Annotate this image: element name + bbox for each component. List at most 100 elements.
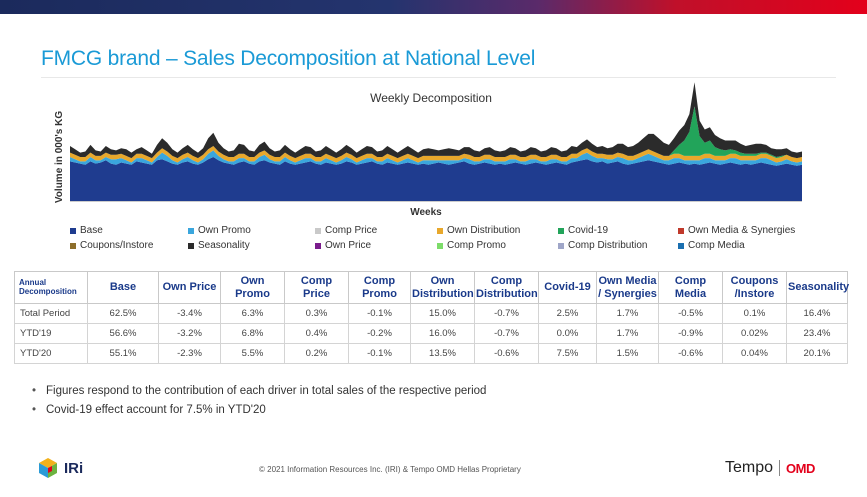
- legend-item: Seasonality: [188, 240, 250, 251]
- header-own-media-synergies: Own Media / Synergies: [596, 271, 659, 304]
- table-cell: -0.2%: [348, 323, 411, 344]
- legend-item: Base: [70, 225, 103, 236]
- legend-item: Comp Media: [678, 240, 745, 251]
- legend-label: Comp Price: [325, 225, 378, 236]
- legend-label: Own Promo: [198, 225, 251, 236]
- omd-logo-text: OMD: [786, 460, 815, 476]
- legend-label: Coupons/Instore: [80, 240, 154, 251]
- legend-label: Own Media & Synergies: [688, 225, 796, 236]
- footer-copyright: © 2021 Information Resources Inc. (IRI) …: [259, 465, 521, 474]
- legend-label: Seasonality: [198, 240, 250, 251]
- legend-swatch: [315, 227, 321, 234]
- table-cell: 1.7%: [596, 323, 659, 344]
- legend-item: Own Media & Synergies: [678, 225, 795, 236]
- legend-swatch: [678, 242, 684, 249]
- table-cell: 0.3%: [284, 303, 349, 324]
- legend-label: Base: [80, 225, 103, 236]
- title-divider: [41, 77, 836, 78]
- own-promo-area: [70, 150, 802, 166]
- table-cell: -0.1%: [348, 343, 411, 364]
- table-cell: 0.0%: [538, 323, 597, 344]
- base-area: [70, 157, 802, 201]
- table-cell: 13.5%: [410, 343, 475, 364]
- table-header-row: Annual Decomposition Base Own Price Own …: [14, 271, 849, 304]
- header-covid-19: Covid-19: [538, 271, 597, 304]
- legend-swatch: [437, 227, 443, 234]
- table-cell: -0.1%: [348, 303, 411, 324]
- table-cell: 0.2%: [284, 343, 349, 364]
- table-cell: 0.1%: [722, 303, 787, 324]
- legend-item: Comp Price: [315, 225, 377, 236]
- table-cell: -0.7%: [474, 323, 539, 344]
- logo-separator: [779, 460, 781, 476]
- table-cell: 56.6%: [87, 323, 159, 344]
- tempo-omd-logo: Tempo OMD: [725, 457, 830, 479]
- legend-item: Own Promo: [188, 225, 251, 236]
- table-cell: -0.5%: [658, 303, 723, 324]
- iri-cube-icon: [39, 458, 57, 478]
- header-annual-decomposition: Annual Decomposition: [14, 271, 88, 304]
- table-cell: 2.5%: [538, 303, 597, 324]
- legend-swatch: [558, 242, 564, 249]
- legend-label: Own Price: [325, 240, 372, 251]
- legend-swatch: [188, 242, 194, 249]
- header-seasonality: Seasonality: [786, 271, 849, 304]
- covid-area: [70, 106, 802, 159]
- header-comp-media: Comp Media: [658, 271, 723, 304]
- own-distribution-area: [70, 146, 802, 163]
- legend-label: Comp Media: [688, 240, 745, 251]
- table-cell: 1.5%: [596, 343, 659, 364]
- top-brand-bar: [0, 0, 867, 14]
- table-cell: -3.2%: [158, 323, 221, 344]
- tempo-logo-text: Tempo: [725, 459, 774, 476]
- table-cell: 6.8%: [220, 323, 285, 344]
- header-comp-distribution: Comp Distribution: [474, 271, 539, 304]
- header-base: Base: [87, 271, 159, 304]
- chart-title: Weekly Decomposition: [370, 91, 492, 105]
- table-cell: -0.6%: [658, 343, 723, 364]
- legend-item: Comp Promo: [437, 240, 506, 251]
- legend-label: Own Distribution: [447, 225, 521, 236]
- legend-swatch: [315, 242, 321, 249]
- table-cell: 6.3%: [220, 303, 285, 324]
- legend-label: Comp Promo: [447, 240, 506, 251]
- annual-decomposition-table: Annual Decomposition Base Own Price Own …: [14, 271, 849, 364]
- legend-item: Coupons/Instore: [70, 240, 153, 251]
- legend-swatch: [70, 227, 76, 234]
- table-cell: 23.4%: [786, 323, 848, 344]
- legend-label: Covid-19: [568, 225, 609, 236]
- legend-item: Comp Distribution: [558, 240, 647, 251]
- table-cell: -0.7%: [474, 303, 539, 324]
- legend-label: Comp Distribution: [568, 240, 648, 251]
- slide-title: FMCG brand – Sales Decomposition at Nati…: [41, 47, 536, 70]
- notes-list: Figures respond to the contribution of e…: [32, 385, 486, 423]
- table-cell: 55.1%: [87, 343, 159, 364]
- row-label: YTD'20: [14, 343, 88, 364]
- table-cell: -0.9%: [658, 323, 723, 344]
- header-own-distribution: Own Distribution: [410, 271, 475, 304]
- note-bullet: Covid-19 effect account for 7.5% in YTD'…: [32, 404, 486, 416]
- header-comp-promo: Comp Promo: [348, 271, 411, 304]
- table-cell: 7.5%: [538, 343, 597, 364]
- table-row: YTD'19 56.6% -3.2% 6.8% 0.4% -0.2% 16.0% -0.7% 0…: [14, 323, 848, 344]
- table-cell: 5.5%: [220, 343, 285, 364]
- legend-swatch: [558, 227, 564, 234]
- table-row: Total Period 62.5% -3.4% 6.3% 0.3% -0.1% 15.0%…: [14, 303, 848, 324]
- legend-swatch: [437, 242, 443, 249]
- table-cell: -0.6%: [474, 343, 539, 364]
- table-cell: 16.4%: [786, 303, 848, 324]
- table-cell: 16.0%: [410, 323, 475, 344]
- table-cell: 0.4%: [284, 323, 349, 344]
- y-axis-label: Volume in 000's KG: [54, 111, 65, 203]
- stacked-area-layers: [70, 82, 802, 201]
- table-cell: 0.02%: [722, 323, 787, 344]
- table-cell: 20.1%: [786, 343, 848, 364]
- row-label: Total Period: [14, 303, 88, 324]
- table-cell: -2.3%: [158, 343, 221, 364]
- row-label: YTD'19: [14, 323, 88, 344]
- legend-swatch: [188, 227, 194, 234]
- header-comp-price: Comp Price: [284, 271, 349, 304]
- legend-item: Own Price: [315, 240, 371, 251]
- weekly-decomposition-chart: Weekly Decomposition Volume in 000's KG …: [54, 82, 802, 218]
- table-cell: 1.7%: [596, 303, 659, 324]
